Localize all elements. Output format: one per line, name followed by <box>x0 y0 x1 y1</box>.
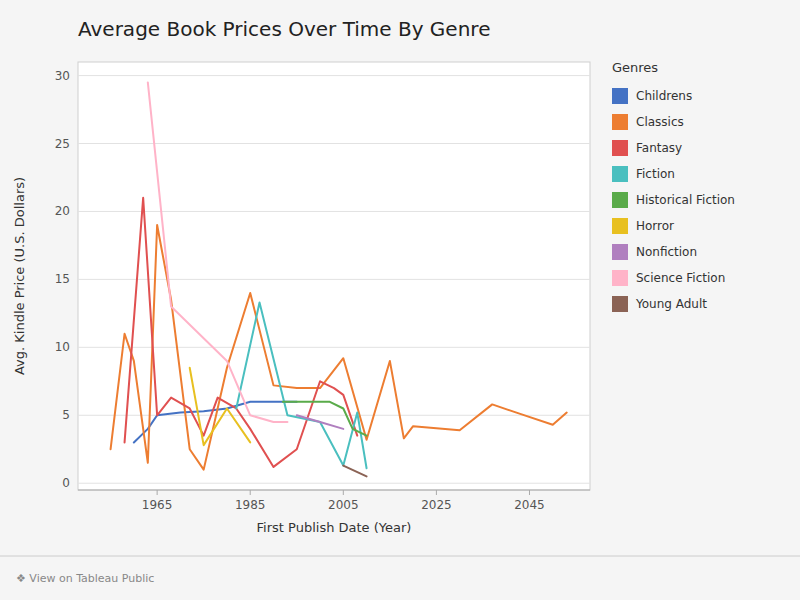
legend-label: Fantasy <box>636 141 682 155</box>
legend-label: Horror <box>636 219 674 233</box>
legend-swatch <box>612 244 628 260</box>
legend-title: Genres <box>612 60 658 75</box>
legend-label: Young Adult <box>635 297 707 311</box>
chart: Average Book Prices Over Time By Genre 0 5… <box>0 0 800 600</box>
x-tick-label: 1985 <box>235 498 266 512</box>
legend-label: Fiction <box>636 167 675 181</box>
y-tick-label: 30 <box>55 69 70 83</box>
series-line <box>343 466 366 477</box>
x-axis-line <box>78 490 590 491</box>
series-line <box>283 402 367 436</box>
x-tick <box>436 490 437 495</box>
grid-line <box>78 347 590 348</box>
legend-swatch <box>612 270 628 286</box>
legend-swatch <box>612 218 628 234</box>
y-tick-label: 0 <box>62 476 70 490</box>
legend-label: Classics <box>636 115 684 129</box>
grid-line <box>78 75 590 76</box>
y-axis-label: Avg. Kindle Price (U.S. Dollars) <box>12 177 27 375</box>
series-line <box>297 415 344 429</box>
legend: Genres Childrens Classics Fantasy Fiction His… <box>612 60 735 312</box>
legend-label: Childrens <box>636 89 692 103</box>
x-tick <box>157 490 158 495</box>
x-tick-label: 2025 <box>421 498 452 512</box>
legend-swatch <box>612 166 628 182</box>
grid-line <box>78 483 590 484</box>
footer: ❖ View on Tableau Public <box>16 572 154 585</box>
series-line <box>190 368 251 445</box>
series-line <box>148 82 288 422</box>
series-lines <box>111 82 567 476</box>
title: Average Book Prices Over Time By Genre <box>78 17 490 41</box>
legend-swatch <box>612 88 628 104</box>
legend-swatch <box>612 140 628 156</box>
grid-line <box>78 211 590 212</box>
series-line <box>111 225 567 470</box>
x-tick-label: 1965 <box>142 498 173 512</box>
background <box>0 0 800 600</box>
series-line <box>236 303 366 469</box>
x-tick <box>250 490 251 495</box>
legend-swatch <box>612 192 628 208</box>
x-axis-label: First Publish Date (Year) <box>257 520 412 535</box>
y-tick-label: 10 <box>55 340 70 354</box>
y-tick-label: 15 <box>55 272 70 286</box>
y-tick-label: 20 <box>55 204 70 218</box>
x-tick <box>343 490 344 495</box>
legend-label: Historical Fiction <box>636 193 735 207</box>
legend-label: Science Fiction <box>636 271 725 285</box>
legend-swatch <box>612 296 628 312</box>
grid-line <box>78 415 590 416</box>
legend-swatch <box>612 114 628 130</box>
y-tick-label: 5 <box>62 408 70 422</box>
y-tick-label: 25 <box>55 137 70 151</box>
grid <box>78 76 590 484</box>
x-tick <box>529 490 530 495</box>
footer-separator <box>0 556 800 557</box>
x-tick-label: 2045 <box>514 498 545 512</box>
legend-label: Nonfiction <box>636 245 697 259</box>
plot-area <box>78 62 590 490</box>
x-tick-label: 2005 <box>328 498 359 512</box>
